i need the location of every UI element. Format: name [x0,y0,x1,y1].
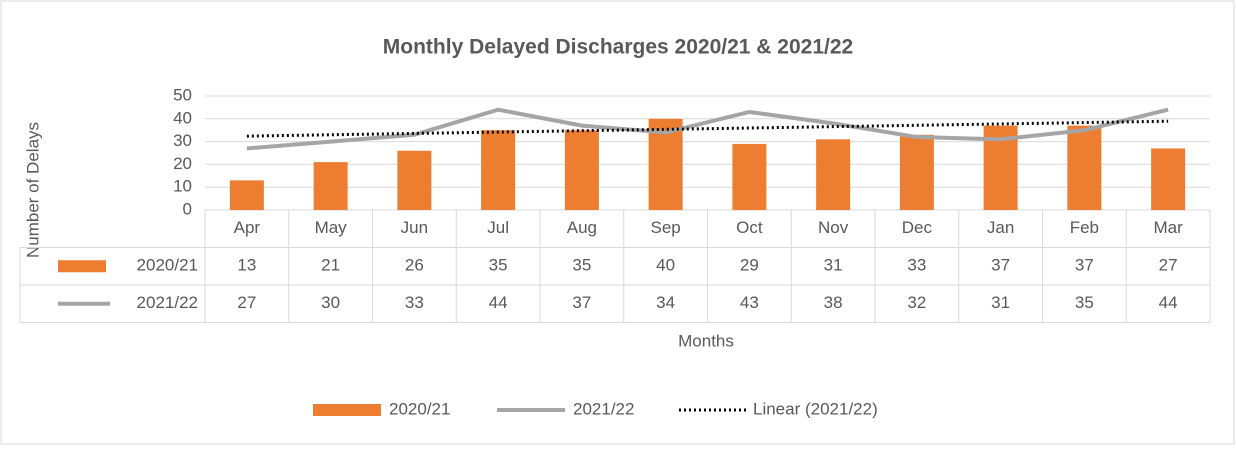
table-cell: 33 [907,256,926,275]
bar [899,134,934,210]
table-cell: 40 [656,256,675,275]
table-cell: 31 [991,293,1010,312]
table-cell: 35 [572,256,591,275]
table-cell: 31 [824,256,843,275]
trendline [246,119,1169,138]
line [246,107,1169,151]
table-cell: 35 [1075,293,1094,312]
bar [732,143,767,210]
bar [313,162,348,210]
x-tick-label: Jun [401,218,428,237]
x-axis-label: Months [678,331,734,350]
x-tick-label: Aug [567,218,597,237]
x-tick-label: Dec [902,218,933,237]
legend-key [313,404,381,416]
y-tick-label: 50 [173,85,192,104]
table-cell: 37 [991,256,1010,275]
table-cell: 34 [656,293,675,312]
legend-label: 2021/22 [573,399,634,418]
table-cell: 21 [321,256,340,275]
y-axis-label: Number of Delays [23,122,42,258]
table-cell: 37 [1075,256,1094,275]
table-cell: 32 [907,293,926,312]
bar [816,139,851,210]
x-tick-label: Jan [987,218,1014,237]
x-tick-label: Jul [487,218,509,237]
table-row-label: 2021/22 [137,293,198,312]
bar [229,180,264,210]
bar [481,130,516,210]
table-cell: 27 [237,293,256,312]
y-tick-label: 40 [173,108,192,127]
legend-label: Linear (2021/22) [753,399,878,418]
table-cell: 35 [489,256,508,275]
y-tick-label: 30 [173,131,192,150]
table-cell: 13 [237,256,256,275]
bar [564,130,599,210]
x-tick-label: Mar [1153,218,1183,237]
x-tick-label: Feb [1070,218,1099,237]
table-cell: 37 [572,293,591,312]
table-row-label: 2020/21 [137,256,198,275]
table-cell: 44 [489,293,508,312]
legend-label: 2020/21 [389,399,450,418]
x-tick-label: Apr [234,218,261,237]
y-tick-label: 20 [173,154,192,173]
bar [1067,125,1102,210]
table-cell: 27 [1159,256,1178,275]
chart-title: Monthly Delayed Discharges 2020/21 & 202… [383,36,853,59]
table-cell: 44 [1159,293,1178,312]
x-tick-label: May [315,218,348,237]
table-cell: 33 [405,293,424,312]
x-tick-label: Nov [818,218,849,237]
y-tick-label: 0 [183,199,192,218]
table-cell: 26 [405,256,424,275]
bar [397,150,432,210]
table-cell: 43 [740,293,759,312]
table-legend-key [58,260,106,273]
bar [1151,148,1186,210]
table-cell: 38 [824,293,843,312]
table-cell: 30 [321,293,340,312]
table-cell: 29 [740,256,759,275]
x-tick-label: Sep [651,218,681,237]
y-tick-label: 10 [173,177,192,196]
x-tick-label: Oct [736,218,763,237]
